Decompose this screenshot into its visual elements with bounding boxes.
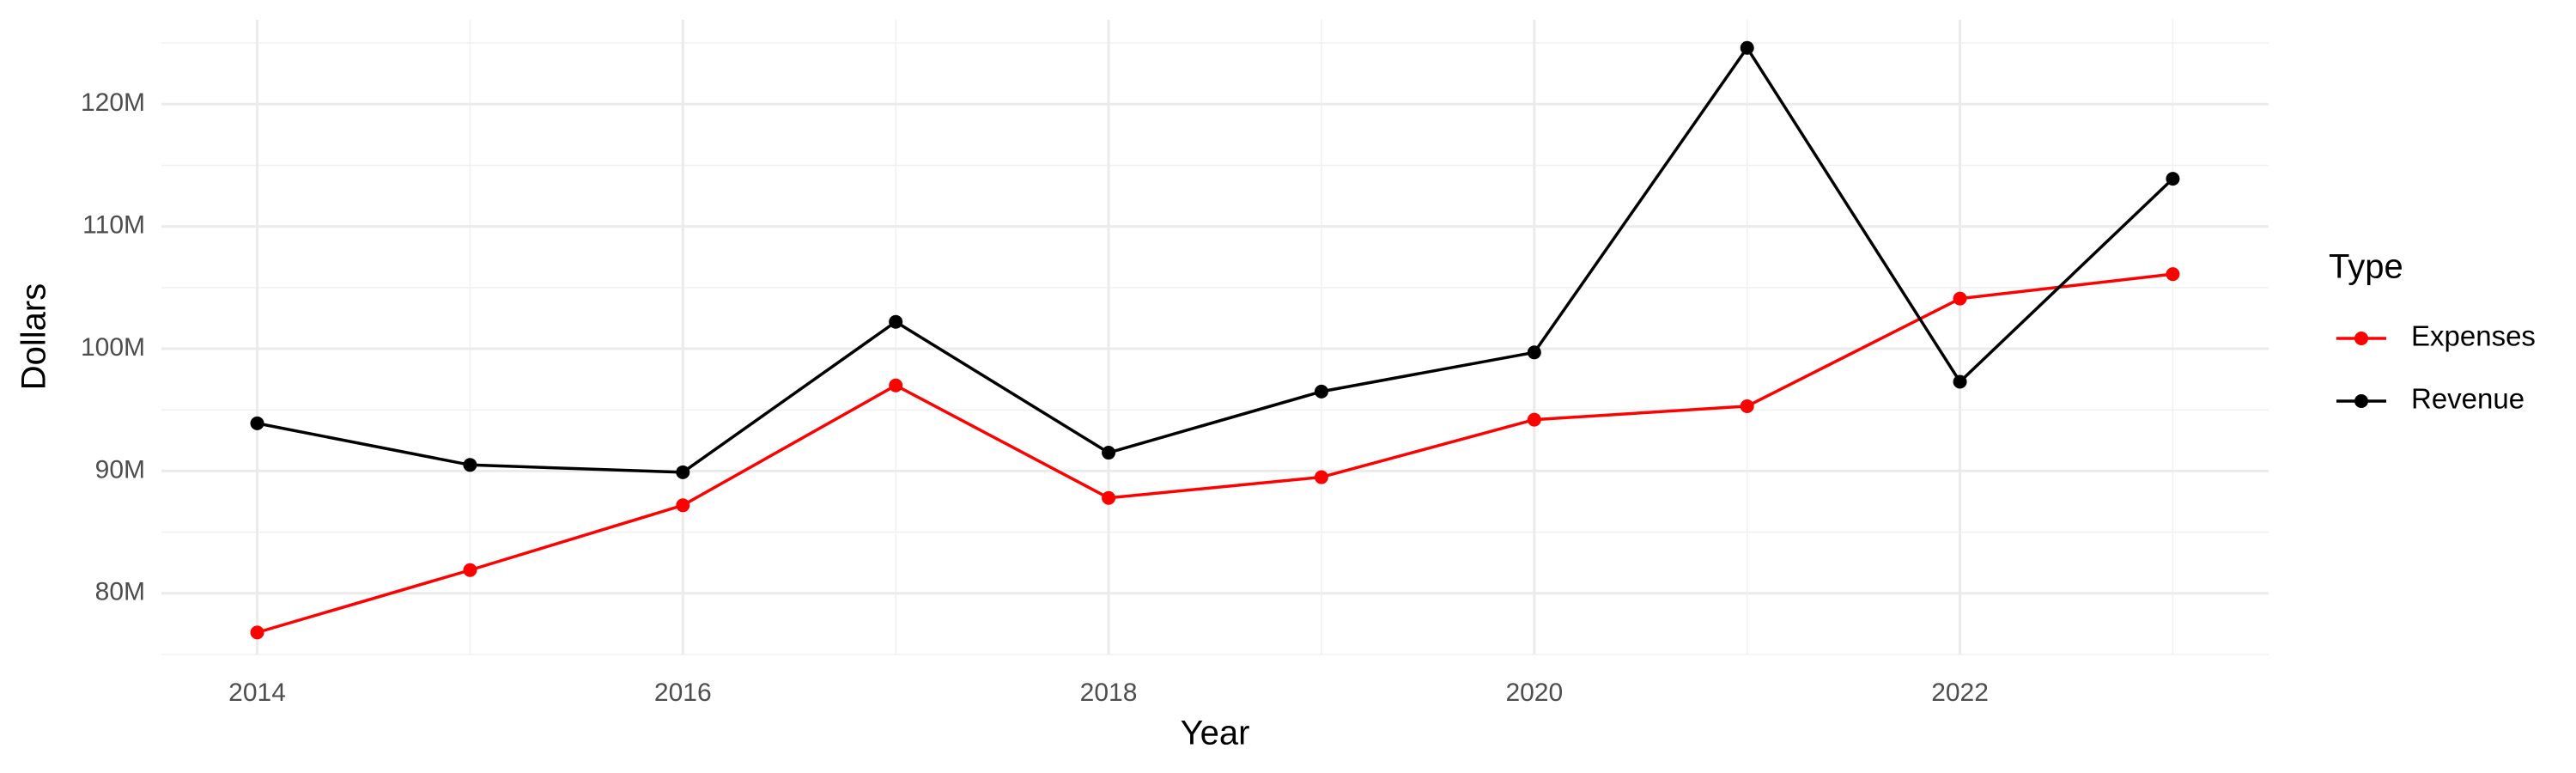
data-point <box>2166 172 2180 186</box>
data-point <box>463 458 477 472</box>
data-point <box>676 465 690 479</box>
data-point <box>1314 384 1328 399</box>
data-point <box>463 563 477 577</box>
x-axis-title: Year <box>1181 715 1250 752</box>
y-tick-label: 110M <box>82 211 145 240</box>
legend-label: Expenses <box>2411 320 2536 352</box>
legend-label: Revenue <box>2411 383 2524 415</box>
data-point <box>1527 412 1541 427</box>
y-tick-label: 100M <box>81 333 145 362</box>
data-point <box>889 378 903 393</box>
x-tick-label: 2014 <box>228 679 286 707</box>
x-tick-label: 2016 <box>654 679 712 707</box>
y-tick-label: 120M <box>81 88 145 117</box>
data-point <box>1102 490 1116 505</box>
legend-key-point <box>2354 332 2368 345</box>
data-point <box>676 498 690 513</box>
data-point <box>1740 40 1754 55</box>
x-tick-label: 2022 <box>1931 679 1989 707</box>
data-point <box>1953 291 1967 306</box>
y-tick-label: 80M <box>95 578 145 606</box>
data-point <box>2166 267 2180 282</box>
data-point <box>250 416 264 430</box>
x-tick-label: 2018 <box>1080 679 1138 707</box>
series-line <box>257 45 2174 474</box>
x-tick-label: 2020 <box>1505 679 1563 707</box>
data-point <box>1527 345 1541 360</box>
y-axis-title: Dollars <box>15 283 53 390</box>
data-point <box>889 314 903 329</box>
series-line <box>257 272 2173 635</box>
legend-title: Type <box>2329 248 2403 286</box>
data-point <box>1953 374 1967 389</box>
legend-key-point <box>2354 394 2368 408</box>
y-tick-label: 90M <box>95 455 145 484</box>
data-point <box>1314 470 1328 484</box>
data-point <box>250 625 264 640</box>
data-point <box>1102 446 1116 460</box>
data-point <box>1740 399 1754 413</box>
